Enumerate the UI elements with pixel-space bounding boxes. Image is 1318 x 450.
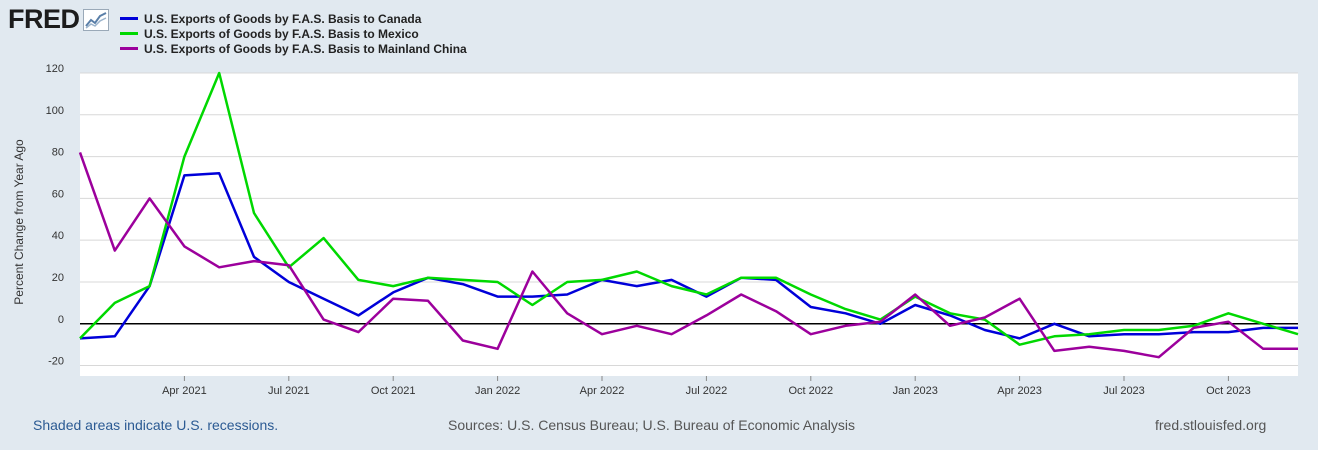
site-link[interactable]: fred.stlouisfed.org <box>1155 417 1267 433</box>
chart-legend: U.S. Exports of Goods by F.A.S. Basis to… <box>120 11 467 56</box>
legend-swatch-canada <box>120 17 138 20</box>
x-axis-ticks: Apr 2021 Jul 2021 Oct 2021 Jan 2022 Apr 2022… <box>162 376 1251 397</box>
y-tick-label: 0 <box>58 314 64 326</box>
legend-item-mexico[interactable]: U.S. Exports of Goods by F.A.S. Basis to… <box>120 26 467 41</box>
series-lines <box>78 71 1299 359</box>
x-tick-label: Apr 2022 <box>580 385 625 397</box>
y-tick-label: -20 <box>48 356 64 368</box>
legend-swatch-mexico <box>120 32 138 35</box>
y-tick-label: 40 <box>52 230 64 242</box>
chart[interactable]: -20 0 20 40 60 80 100 120 Apr 2021 Jul 2021 Oct 2… <box>0 0 1318 410</box>
series-line-mexico[interactable] <box>79 71 1299 346</box>
sources-text: Sources: U.S. Census Bureau; U.S. Bureau… <box>448 417 855 433</box>
x-tick-label: Oct 2022 <box>788 385 833 397</box>
y-axis-label: Percent Change from Year Ago <box>12 139 26 305</box>
legend-label-mexico: U.S. Exports of Goods by F.A.S. Basis to… <box>144 26 419 41</box>
y-tick-label: 60 <box>52 188 64 200</box>
x-tick-label: Oct 2021 <box>371 385 416 397</box>
y-tick-label: 20 <box>52 272 64 284</box>
x-tick-label: Jul 2023 <box>1103 385 1145 397</box>
legend-label-canada: U.S. Exports of Goods by F.A.S. Basis to… <box>144 11 422 26</box>
chart-trend-icon <box>82 8 109 31</box>
y-tick-label: 80 <box>52 147 64 159</box>
gridlines <box>80 72 1298 367</box>
legend-swatch-china <box>120 47 138 50</box>
fred-logo-text: FRED <box>8 4 80 34</box>
recession-note: Shaded areas indicate U.S. recessions. <box>33 417 279 433</box>
x-tick-label: Apr 2021 <box>162 385 207 397</box>
fred-logo[interactable]: FRED <box>8 4 109 35</box>
y-tick-label: 120 <box>46 63 64 75</box>
series-line-canada[interactable] <box>79 172 1298 340</box>
x-tick-label: Oct 2023 <box>1206 385 1251 397</box>
y-axis-ticks: -20 0 20 40 60 80 100 120 <box>46 63 64 368</box>
y-tick-label: 100 <box>46 105 64 117</box>
legend-label-china: U.S. Exports of Goods by F.A.S. Basis to… <box>144 41 467 56</box>
x-tick-label: Jan 2023 <box>893 385 938 397</box>
legend-item-china[interactable]: U.S. Exports of Goods by F.A.S. Basis to… <box>120 41 467 56</box>
x-tick-label: Apr 2023 <box>997 385 1042 397</box>
x-tick-label: Jul 2021 <box>268 385 310 397</box>
x-tick-label: Jan 2022 <box>475 385 520 397</box>
x-tick-label: Jul 2022 <box>686 385 728 397</box>
series-line-china[interactable] <box>78 151 1298 359</box>
legend-item-canada[interactable]: U.S. Exports of Goods by F.A.S. Basis to… <box>120 11 467 26</box>
